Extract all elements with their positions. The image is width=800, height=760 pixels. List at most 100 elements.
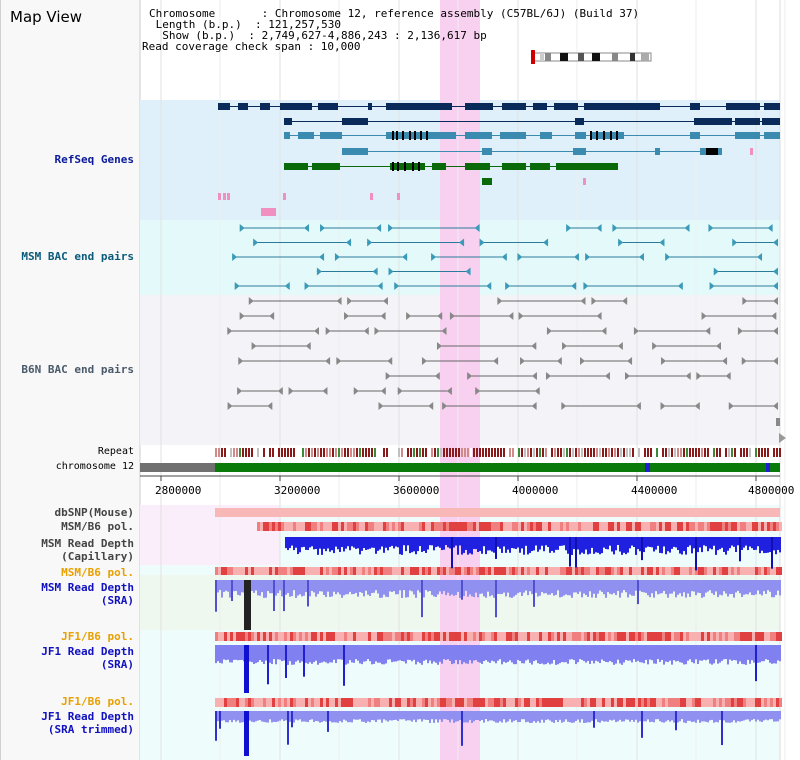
track-label-msm-b6-pol-capillary[interactable]: MSM/B6 pol.	[61, 520, 134, 533]
jf1-depth-trimmed	[707, 711, 709, 723]
jf1-b6-pol-sra	[602, 632, 605, 641]
track-label-refseq[interactable]: RefSeq Genes	[54, 153, 134, 166]
jf1-depth-sra	[715, 645, 717, 660]
msm-depth-sra	[367, 580, 369, 595]
msm-depth-capillary	[473, 537, 475, 549]
jf1-depth-trimmed	[539, 711, 541, 723]
jf1-b6-pol-trimmed	[353, 698, 356, 707]
msm-depth-capillary	[745, 537, 747, 546]
jf1-b6-pol-sra	[476, 632, 479, 641]
msm-b6-pol-sra	[653, 567, 656, 575]
jf1-b6-pol-sra	[638, 632, 641, 641]
repeat-mark	[221, 448, 223, 457]
jf1-b6-pol-trimmed	[254, 698, 257, 707]
msm-depth-sra	[647, 580, 649, 596]
msm-depth-sra	[401, 580, 403, 598]
msm-depth-capillary	[717, 537, 719, 551]
track-label-msm-bac[interactable]: MSM BAC end pairs	[21, 250, 134, 263]
msm-depth-capillary	[421, 537, 423, 552]
msm-depth-capillary	[551, 537, 553, 551]
jf1-depth-trimmed	[701, 711, 703, 722]
msm-b6-pol-capillary	[608, 522, 611, 531]
msm-depth-capillary	[407, 537, 409, 546]
msm-depth-sra	[531, 580, 533, 595]
jf1-depth-trimmed	[339, 711, 341, 722]
gene-exon	[573, 148, 586, 155]
jf1-depth-trimmed	[325, 711, 327, 722]
msm-b6-pol-sra	[635, 567, 638, 575]
msm-bac-pair-end	[459, 238, 465, 247]
msm-b6-pol-sra	[317, 567, 320, 575]
msm-b6-pol-capillary	[614, 522, 617, 531]
b6n-bac-pair-end	[428, 402, 434, 410]
msm-depth-sra	[773, 580, 775, 598]
repeat-mark	[578, 448, 580, 457]
msm-depth-sra	[587, 580, 589, 597]
msm-depth-capillary	[669, 537, 671, 553]
msm-depth-capillary	[293, 537, 295, 551]
msm-depth-capillary	[463, 537, 465, 553]
jf1-depth-trimmed	[297, 711, 299, 721]
track-label-jf1-depth-trimmed[interactable]: JF1 Read Depth (SRA trimmed)	[4, 710, 134, 736]
jf1-depth-trimmed	[343, 711, 345, 720]
jf1-depth-trimmed	[449, 711, 451, 723]
msm-b6-pol-capillary	[368, 522, 371, 531]
gene-exon	[690, 132, 700, 139]
jf1-depth-sra	[301, 645, 303, 662]
jf1-b6-pol-sra	[557, 632, 560, 641]
jf1-b6-pol-trimmed	[542, 698, 545, 707]
jf1-b6-pol-trimmed	[635, 698, 638, 707]
msm-b6-pol-sra	[524, 567, 527, 575]
jf1-b6-pol-trimmed	[440, 698, 443, 707]
msm-b6-pol-sra	[740, 567, 743, 575]
track-label-msm-depth-capillary[interactable]: MSM Read Depth (Capillary)	[4, 537, 134, 563]
jf1-b6-pol-sra	[239, 632, 242, 641]
msm-b6-pol-capillary	[356, 522, 359, 531]
msm-b6-pol-sra	[476, 567, 479, 575]
msm-depth-capillary	[519, 537, 521, 553]
msm-depth-sra	[357, 580, 359, 597]
track-label-line: JF1 Read Depth	[41, 710, 134, 723]
jf1-depth-sra	[219, 645, 221, 663]
msm-depth-sra	[573, 580, 575, 593]
jf1-depth-sra	[567, 645, 569, 664]
track-label-msm-depth-sra[interactable]: MSM Read Depth (SRA)	[4, 581, 134, 607]
track-label-jf1-depth-sra[interactable]: JF1 Read Depth (SRA)	[4, 645, 134, 671]
msm-depth-capillary	[721, 537, 723, 548]
repeat-mark	[503, 448, 505, 457]
gene-exon	[318, 103, 338, 110]
msm-depth-sra	[687, 580, 689, 594]
msm-depth-sra	[667, 580, 669, 598]
msm-depth-sra	[689, 580, 691, 597]
jf1-depth-trimmed	[263, 711, 265, 722]
repeat-mark	[449, 448, 451, 457]
track-label-b6n-bac[interactable]: B6N BAC end pairs	[21, 363, 134, 376]
jf1-depth-sra	[737, 645, 739, 664]
msm-depth-capillary	[511, 537, 513, 549]
msm-depth-capillary	[553, 537, 555, 553]
msm-b6-pol-sra	[683, 567, 686, 575]
jf1-depth-trimmed	[527, 711, 529, 722]
track-label-jf1-b6-pol-trimmed[interactable]: JF1/B6 pol.	[61, 695, 134, 708]
jf1-depth-sra	[665, 645, 667, 662]
msm-b6-pol-capillary	[569, 522, 572, 531]
msm-b6-pol-sra	[473, 567, 476, 575]
msm-depth-capillary	[667, 537, 669, 552]
repeat-mark	[650, 448, 652, 457]
track-label-dbsnp[interactable]: dbSNP(Mouse)	[54, 506, 134, 519]
track-label-jf1-b6-pol[interactable]: JF1/B6 pol.	[61, 630, 134, 643]
repeat-mark	[614, 448, 616, 457]
repeat-mark	[320, 448, 322, 457]
jf1-b6-pol-trimmed	[554, 698, 557, 707]
msm-depth-sra	[675, 580, 677, 598]
msm-b6-pol-sra	[368, 567, 371, 575]
jf1-depth-sra	[777, 645, 779, 661]
msm-b6-pol-capillary	[548, 522, 551, 531]
repeat-mark	[710, 448, 712, 457]
msm-bac-pair-end	[505, 282, 511, 290]
repeat-mark	[731, 448, 733, 457]
track-label-msm-b6-pol-sra[interactable]: MSM/B6 pol.	[61, 566, 134, 579]
msm-depth-sra	[617, 580, 619, 591]
msm-depth-capillary	[693, 537, 695, 549]
